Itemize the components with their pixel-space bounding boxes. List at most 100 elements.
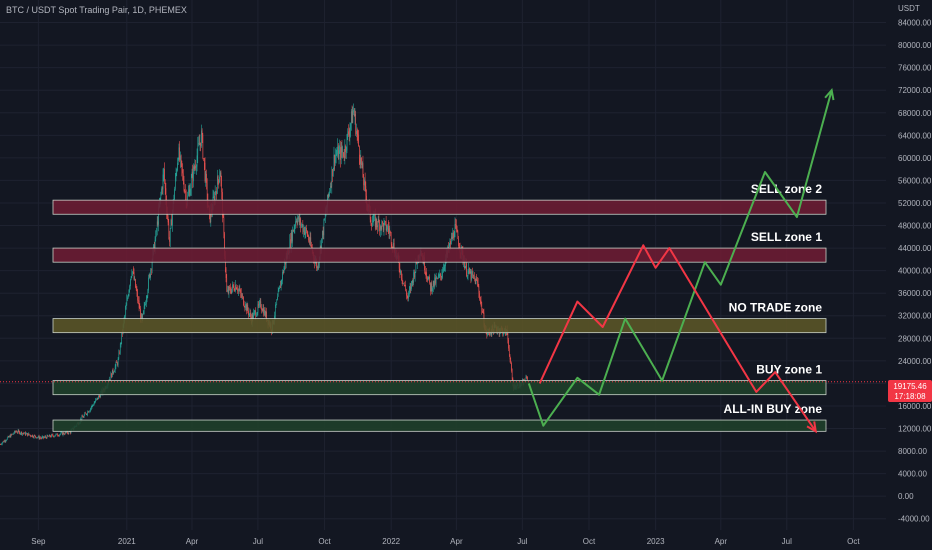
candle-body (231, 288, 233, 294)
candle-body (88, 411, 90, 413)
price-tick-label: 68000.00 (898, 109, 932, 118)
candle-body (34, 435, 36, 437)
candle-body (437, 277, 438, 279)
candle-body (468, 267, 470, 271)
candle-body (253, 312, 254, 319)
candle-body (25, 433, 27, 435)
candle-body (332, 168, 334, 177)
candle-body (303, 228, 304, 232)
candle-body (290, 232, 292, 247)
price-tick-label: 36000.00 (898, 289, 932, 298)
candle-body (324, 213, 326, 219)
candle-body (46, 437, 47, 439)
candle-body (126, 299, 128, 306)
candle-body (238, 289, 239, 292)
candle-body (223, 217, 225, 234)
candle-body (81, 416, 83, 421)
candle-body (264, 309, 265, 316)
candle-body (138, 300, 139, 302)
candle-body (96, 398, 97, 400)
candle-body (146, 296, 148, 300)
candle-body (24, 432, 25, 434)
candle-body (284, 262, 286, 268)
candle-body (40, 437, 41, 439)
candle-body (281, 280, 283, 281)
candle-body (151, 269, 152, 271)
candle-body (137, 292, 138, 301)
candle-body (50, 436, 52, 438)
candle-body (290, 239, 291, 247)
candle-body (16, 431, 17, 433)
candle-body (69, 431, 71, 434)
candle-body (54, 435, 56, 437)
candle-body (224, 233, 225, 257)
candle-body (427, 277, 428, 281)
candle-body (7, 436, 9, 438)
candle-body (168, 222, 170, 237)
bear-projection-arrowhead (806, 421, 818, 434)
candle-body (443, 267, 445, 269)
candle-body (507, 332, 509, 340)
candle-body (165, 188, 167, 202)
candle-body (331, 169, 333, 187)
price-tag-value: 19175.46 (893, 382, 927, 391)
price-tick-label: 4000.00 (898, 470, 927, 479)
candle-body (164, 168, 165, 181)
time-tick-label: Apr (186, 537, 199, 546)
time-axis[interactable]: Sep 2021 Apr Jul Oct 2022 Apr Jul Oct 2023 Apr Jul O… (0, 530, 886, 550)
candle-body (472, 274, 474, 276)
candle-body (298, 216, 300, 223)
candle-body (156, 230, 157, 232)
candle-body (48, 436, 49, 437)
candle-body (232, 284, 233, 289)
candle-body (451, 236, 453, 239)
candle-body (185, 191, 186, 193)
candle-body (45, 436, 46, 438)
price-axis[interactable]: USDT -4000.00 0.00 4000.00 8000.00 12000.00 16… (886, 0, 932, 550)
candle-body (478, 286, 480, 294)
candle-body (67, 433, 69, 434)
candle-body (258, 304, 259, 306)
candle-body (350, 123, 351, 130)
candle-body (335, 155, 336, 163)
candle-body (225, 268, 227, 279)
candle-body (191, 172, 193, 178)
candle-body (243, 304, 245, 307)
time-tick-label: 2021 (118, 537, 136, 546)
candle-body (98, 395, 100, 397)
candle-body (482, 312, 484, 314)
candle-body (317, 266, 318, 269)
candle-body (92, 405, 94, 406)
price-tick-label: 72000.00 (898, 86, 932, 95)
candle-body (374, 215, 376, 228)
candle-body (39, 437, 41, 439)
candle-body (155, 231, 157, 241)
candle-body (382, 223, 384, 231)
candle-body (142, 314, 144, 321)
candle-body (372, 220, 374, 223)
candle-body (406, 295, 408, 297)
candle-body (352, 112, 354, 123)
candle-body (132, 271, 134, 273)
candle-body (328, 192, 330, 197)
candle-body (398, 260, 400, 269)
candle-body (372, 222, 373, 227)
candle-body (448, 245, 450, 250)
candle-body (309, 237, 311, 243)
candle-body (56, 433, 57, 435)
candle-body (429, 276, 430, 283)
candle-body (111, 373, 112, 378)
candle-body (351, 111, 352, 124)
candle-body (54, 436, 55, 437)
candle-body (323, 219, 325, 236)
candle-body (220, 172, 222, 181)
candle-body (282, 271, 284, 273)
candle-body (379, 222, 380, 231)
candle-body (114, 366, 116, 371)
candle-body (466, 263, 467, 277)
candle-body (52, 434, 54, 436)
price-axis-unit: USDT (898, 4, 920, 13)
candle-body (337, 146, 338, 155)
